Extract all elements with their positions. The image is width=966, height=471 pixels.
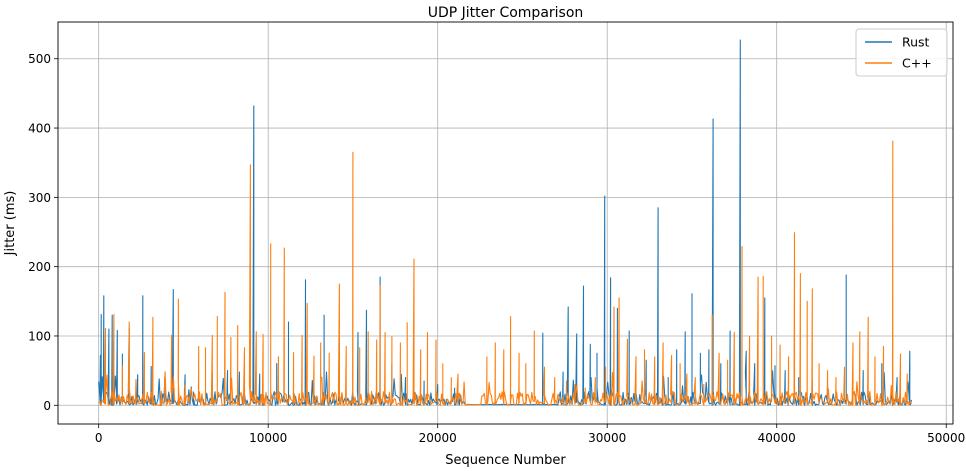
legend-box [855,28,948,77]
y-tick-label: 400 [28,122,51,136]
x-tick-label: 30000 [588,431,626,445]
series-line-cpp [98,140,912,406]
y-tick-label: 0 [43,399,51,413]
legend-label-cpp: C++ [902,56,932,71]
x-tick-label: 50000 [927,431,965,445]
series-layer [98,39,913,406]
chart-title: UDP Jitter Comparison [428,5,584,21]
x-tick-label: 40000 [758,431,796,445]
y-tick-label: 200 [28,260,51,274]
x-tick-label: 20000 [419,431,457,445]
plot-frame [57,21,954,425]
axis-ticks: 0 10000 20000 30000 40000 50000 0 100 200 300 400 5… [28,52,965,445]
y-axis-label: Jitter (ms) [3,191,18,257]
grid-lines [58,22,953,424]
y-tick-label: 100 [28,329,51,343]
legend-label-rust: Rust [902,35,930,50]
legend: Rust C++ [855,28,948,77]
y-tick-label: 300 [28,191,51,205]
x-tick-label: 0 [95,431,103,445]
x-tick-label: 10000 [249,431,287,445]
x-axis-label: Sequence Number [445,453,566,468]
y-tick-label: 500 [28,52,51,66]
